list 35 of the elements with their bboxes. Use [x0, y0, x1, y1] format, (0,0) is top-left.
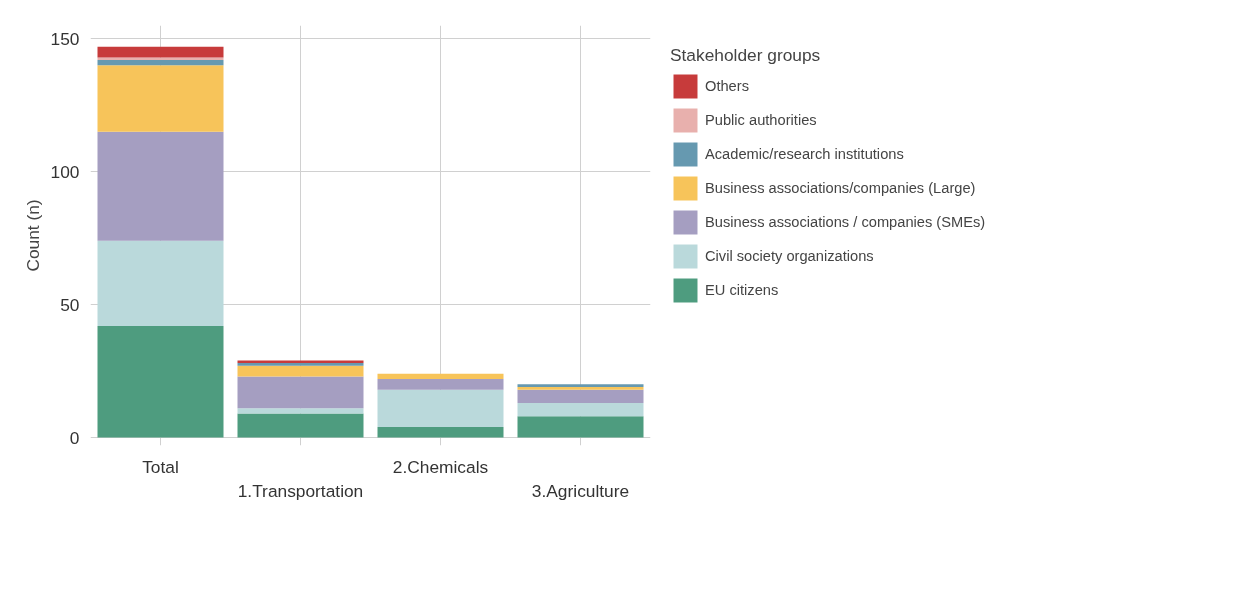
legend-label: Business associations / companies (SMEs): [705, 214, 986, 230]
legend-label: Others: [705, 78, 749, 94]
bar: [97, 240, 224, 326]
y-axis-title: Count (n): [22, 199, 43, 272]
y-tick-label: 100: [50, 161, 80, 182]
bar: [97, 65, 224, 132]
legend-title: Stakeholder groups: [670, 45, 822, 66]
bar: [377, 426, 504, 438]
legend-label: Academic/research institutions: [705, 146, 904, 162]
legend-label: Business associations/companies (Large): [705, 180, 976, 196]
bar: [517, 402, 644, 417]
y-tick-label: 150: [50, 28, 80, 49]
bar: [377, 373, 504, 380]
x-tick-label: 3.Agriculture: [531, 480, 630, 501]
bar: [517, 416, 644, 438]
bar: [97, 131, 224, 241]
x-tick-label: 1.Transportation: [237, 480, 364, 501]
bar: [237, 376, 364, 409]
bar: [237, 408, 364, 414]
bar: [97, 46, 224, 58]
bar: [517, 389, 644, 403]
bar: [97, 60, 224, 66]
bar: [97, 57, 224, 61]
bar: [377, 389, 504, 427]
x-tick-label: 2.Chemicals: [392, 456, 489, 477]
bar: [97, 325, 224, 438]
bar: [377, 379, 504, 390]
legend-label: EU citizens: [705, 282, 779, 298]
y-tick-label: 0: [69, 427, 80, 448]
legend-label: Public authorities: [705, 112, 817, 128]
x-tick-label: Total: [142, 456, 179, 477]
bar: [237, 413, 364, 438]
y-tick-label: 50: [60, 294, 80, 315]
bar: [237, 365, 364, 377]
legend-label: Civil society organizations: [705, 248, 874, 264]
